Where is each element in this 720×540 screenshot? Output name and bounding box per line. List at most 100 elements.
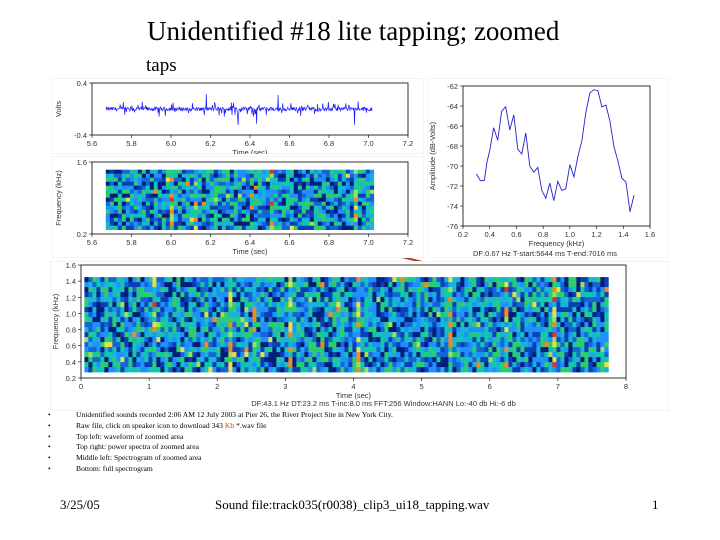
spectrogram-cell: [252, 357, 257, 363]
spectrogram-cell: [133, 217, 139, 222]
spectrogram-cell: [436, 282, 441, 288]
spectrogram-cell: [105, 185, 111, 190]
spectrogram-cell: [256, 302, 261, 308]
spectrogram-cell: [333, 217, 339, 222]
spectrogram-cell: [181, 225, 187, 230]
spectrogram-cell: [416, 347, 421, 353]
spectrogram-cell: [440, 337, 445, 343]
x-tick-label: 5: [420, 382, 424, 391]
spectrogram-cell: [325, 213, 331, 218]
spectrogram-cell: [345, 181, 351, 186]
spectrogram-cell: [532, 357, 537, 363]
spectrogram-cell: [149, 177, 155, 182]
spectrogram-cell: [353, 189, 359, 194]
spectrogram-cell: [180, 362, 185, 368]
spectrogram-cell: [324, 287, 329, 293]
spectrogram-cell: [352, 292, 357, 298]
spectrogram-cell: [528, 352, 533, 358]
spectrogram-cell: [332, 327, 337, 333]
spectrogram-cell: [600, 277, 605, 283]
spectrogram-cell: [272, 362, 277, 368]
spectrogram-cell: [380, 302, 385, 308]
spectrogram-cell: [220, 332, 225, 338]
spectrogram-cell: [420, 312, 425, 318]
spectrogram-cell: [488, 317, 493, 323]
spectrogram-cell: [452, 322, 457, 328]
spectrogram-cell: [276, 357, 281, 363]
rawfile-item[interactable]: • Raw file, click on speaker icon to down…: [48, 420, 267, 430]
spectrogram-cell: [356, 317, 361, 323]
spectrogram-cell: [245, 225, 251, 230]
spectrogram-cell: [216, 297, 221, 303]
spectrogram-cell: [240, 347, 245, 353]
spectrogram-cell: [516, 347, 521, 353]
spectrogram-cell: [284, 317, 289, 323]
spectrogram-cell: [368, 317, 373, 323]
spectrogram-cell: [208, 297, 213, 303]
spectrogram-cell: [361, 197, 367, 202]
spectrogram-cell: [552, 282, 557, 288]
spectrogram-cell: [285, 177, 291, 182]
spectrogram-cell: [248, 287, 253, 293]
spectrogram-cell: [193, 189, 199, 194]
spectrogram-cell: [392, 277, 397, 283]
spectrogram-cell: [365, 177, 371, 182]
spectrogram-cell: [157, 209, 163, 214]
kb-link[interactable]: Kb: [224, 420, 235, 430]
spectrogram-cell: [253, 181, 259, 186]
spectrogram-cell: [129, 185, 135, 190]
spectrogram-cell: [220, 322, 225, 328]
spectrogram-cell: [169, 177, 175, 182]
spectrogram-cell: [420, 302, 425, 308]
spectrogram-cell: [524, 287, 529, 293]
spectrogram-cell: [288, 292, 293, 298]
spectrogram-cell: [172, 297, 177, 303]
spectrogram-cell: [348, 362, 353, 368]
spectrogram-cell: [369, 205, 375, 210]
spectrogram-cell: [196, 347, 201, 353]
spectrogram-cell: [252, 317, 257, 323]
spectrogram-cell: [128, 357, 133, 363]
spectrogram-cell: [184, 302, 189, 308]
spectrogram-cell: [508, 342, 513, 348]
spectrogram-cell: [113, 205, 119, 210]
spectrogram-cell: [113, 177, 119, 182]
spectrogram-cell: [108, 282, 113, 288]
spectrogram-cell: [372, 287, 377, 293]
spectrogram-cell: [172, 332, 177, 338]
spectrogram-cell: [245, 197, 251, 202]
spectrogram-cell: [260, 362, 265, 368]
spectrogram-cell: [181, 185, 187, 190]
spectrogram-cell: [153, 193, 159, 198]
spectrogram-cell: [120, 367, 125, 373]
spectrogram-cell: [192, 332, 197, 338]
spectrogram-cell: [337, 221, 343, 226]
spectrogram-cell: [293, 173, 299, 178]
spectrogram-cell: [165, 197, 171, 202]
spectrogram-cell: [245, 177, 251, 182]
spectrogram-cell: [188, 337, 193, 343]
spectrogram-cell: [237, 201, 243, 206]
spectrogram-cell: [336, 302, 341, 308]
spectrogram-cell: [524, 277, 529, 283]
spectrogram-cell: [540, 312, 545, 318]
spectrogram-cell: [292, 357, 297, 363]
spectrogram-cell: [424, 322, 429, 328]
spectrogram-cell: [168, 297, 173, 303]
spectrogram-cell: [484, 367, 489, 373]
spectrogram-cell: [172, 342, 177, 348]
spectrogram-cell: [600, 292, 605, 298]
spectrogram-cell: [293, 217, 299, 222]
spectrogram-cell: [96, 357, 101, 363]
spectrogram-cell: [217, 213, 223, 218]
spectrogram-cell: [496, 342, 501, 348]
spectrogram-cell: [392, 362, 397, 368]
spectrogram-cell: [177, 225, 183, 230]
spectrogram-cell: [92, 322, 97, 328]
spectrogram-cell: [100, 282, 105, 288]
spectrogram-cell: [100, 347, 105, 353]
spectrogram-cell: [400, 292, 405, 298]
spectrogram-cell: [360, 312, 365, 318]
spectrogram-cell: [140, 312, 145, 318]
spectrogram-cell: [444, 337, 449, 343]
